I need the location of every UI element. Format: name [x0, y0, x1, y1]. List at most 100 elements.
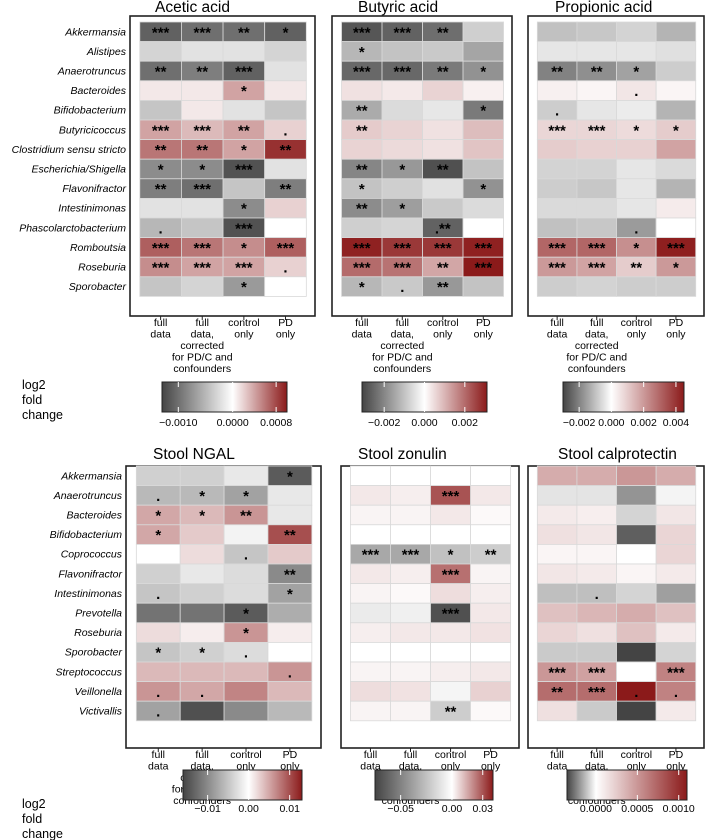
- significance-mark: ***: [475, 240, 493, 257]
- colorbar-tick-label: 0.0000: [217, 417, 249, 429]
- heatmap-cell: [422, 197, 464, 219]
- heatmap-cell: [536, 544, 578, 565]
- heatmap-cell: [381, 178, 423, 199]
- heatmap-cell: [536, 642, 578, 663]
- heatmap-cell: [576, 700, 617, 722]
- heatmap-cell: [655, 563, 697, 585]
- significance-mark: ***: [152, 259, 170, 276]
- heatmap-cell: [135, 544, 181, 565]
- heatmap-cell: [267, 485, 313, 506]
- heatmap-cell: [430, 583, 471, 604]
- significance-mark: *: [480, 103, 486, 120]
- significance-mark: *: [399, 161, 405, 178]
- row-label: Streptococcus: [55, 666, 122, 678]
- heatmap-cell: [536, 583, 578, 604]
- significance-mark: .: [156, 586, 160, 603]
- heatmap-cell: [576, 465, 617, 487]
- heatmap-cell: [267, 504, 313, 526]
- heatmap-cell: [655, 622, 697, 643]
- heatmap-cell: [616, 485, 657, 506]
- significance-mark: **: [356, 161, 368, 178]
- row-label: Intestinimonas: [58, 203, 126, 215]
- heatmap-cell: [139, 41, 182, 62]
- significance-mark: .: [156, 684, 160, 701]
- significance-mark: **: [591, 63, 603, 80]
- heatmap-cell: [536, 700, 578, 722]
- heatmap-cell: [139, 197, 182, 219]
- column-label-line: only: [666, 329, 686, 341]
- heatmap-cell: [223, 583, 269, 604]
- significance-mark: .: [400, 279, 404, 296]
- legend-title-line: log2: [22, 797, 46, 811]
- row-label: Prevotella: [75, 608, 122, 620]
- heatmap-cell: [576, 100, 617, 121]
- heatmap-cell: [576, 642, 617, 663]
- significance-mark: *: [480, 181, 486, 198]
- significance-mark: *: [155, 507, 161, 524]
- heatmap-cell: [135, 563, 181, 585]
- heatmap-cell: [264, 158, 307, 180]
- significance-mark: *: [241, 142, 247, 159]
- heatmap-cell: [536, 563, 578, 585]
- column-label-line: data,: [585, 329, 608, 341]
- heatmap-cell: [181, 100, 224, 121]
- significance-mark: *: [158, 161, 164, 178]
- significance-mark: *: [287, 586, 293, 603]
- colorbar-tick-label: 0.0008: [260, 417, 292, 429]
- heatmap-cell: [576, 276, 617, 297]
- heatmap-cell: [181, 80, 224, 101]
- row-label: Roseburia: [78, 262, 126, 274]
- significance-mark: **: [485, 547, 497, 564]
- significance-mark: ***: [362, 547, 380, 564]
- significance-mark: **: [196, 63, 208, 80]
- panel-title: Stool calprotectin: [558, 446, 677, 463]
- column-label-line: confounders: [568, 363, 626, 375]
- heatmap-cell: [381, 100, 423, 121]
- row-label: Akkermansia: [64, 26, 126, 38]
- heatmap-cell: [536, 465, 578, 487]
- colorbar-tick-label: 0.000: [598, 417, 624, 429]
- column-label-line: full: [152, 749, 165, 761]
- column-label-line: data: [547, 329, 568, 341]
- row-label: Anaerotruncus: [57, 66, 127, 78]
- legend-title-line: change: [22, 408, 63, 422]
- heatmap-cell: [536, 602, 578, 624]
- significance-mark: ***: [152, 122, 170, 139]
- heatmap-cell: [223, 524, 269, 545]
- significance-mark: .: [674, 684, 678, 701]
- significance-mark: ***: [442, 488, 460, 505]
- column-label-line: PD: [476, 317, 491, 329]
- significance-mark: *: [633, 63, 639, 80]
- heatmap-cell: [655, 100, 697, 121]
- heatmap-cell: [430, 681, 471, 702]
- column-label-line: data: [150, 329, 171, 341]
- panel-stool-zonulin: Stool zonulin****** *** * **********fulldat…: [340, 446, 520, 815]
- heatmap-cell: [616, 583, 657, 604]
- panel-title: Butyric acid: [358, 0, 438, 16]
- heatmap-cell: [655, 642, 697, 663]
- column-label-line: only: [276, 329, 296, 341]
- heatmap-cell: [536, 197, 578, 219]
- heatmap-cell: [536, 158, 578, 180]
- row-label: Escherichia/Shigella: [31, 164, 126, 176]
- heatmap-cell: [616, 544, 657, 565]
- heatmap-cell: [341, 80, 383, 101]
- colorbar-tick-label: 0.004: [663, 417, 689, 429]
- heatmap-cell: [179, 583, 225, 604]
- column-label-line: control: [427, 317, 459, 329]
- legend-title-line: change: [22, 827, 63, 840]
- heatmap-cell: [223, 700, 269, 722]
- heatmap-cell: [470, 485, 512, 506]
- column-label-line: full: [196, 317, 209, 329]
- row-label: Bacteroides: [67, 510, 123, 522]
- column-label-line: full: [195, 749, 208, 761]
- significance-mark: *: [480, 63, 486, 80]
- colorbar-tick-label: 0.00: [442, 803, 463, 815]
- heatmap-cell: [616, 563, 657, 585]
- significance-mark: **: [280, 142, 292, 159]
- significance-mark: **: [437, 63, 449, 80]
- significance-mark: *: [241, 279, 247, 296]
- significance-mark: .: [595, 586, 599, 603]
- significance-mark: **: [437, 161, 449, 178]
- heatmap-cell: [536, 276, 578, 297]
